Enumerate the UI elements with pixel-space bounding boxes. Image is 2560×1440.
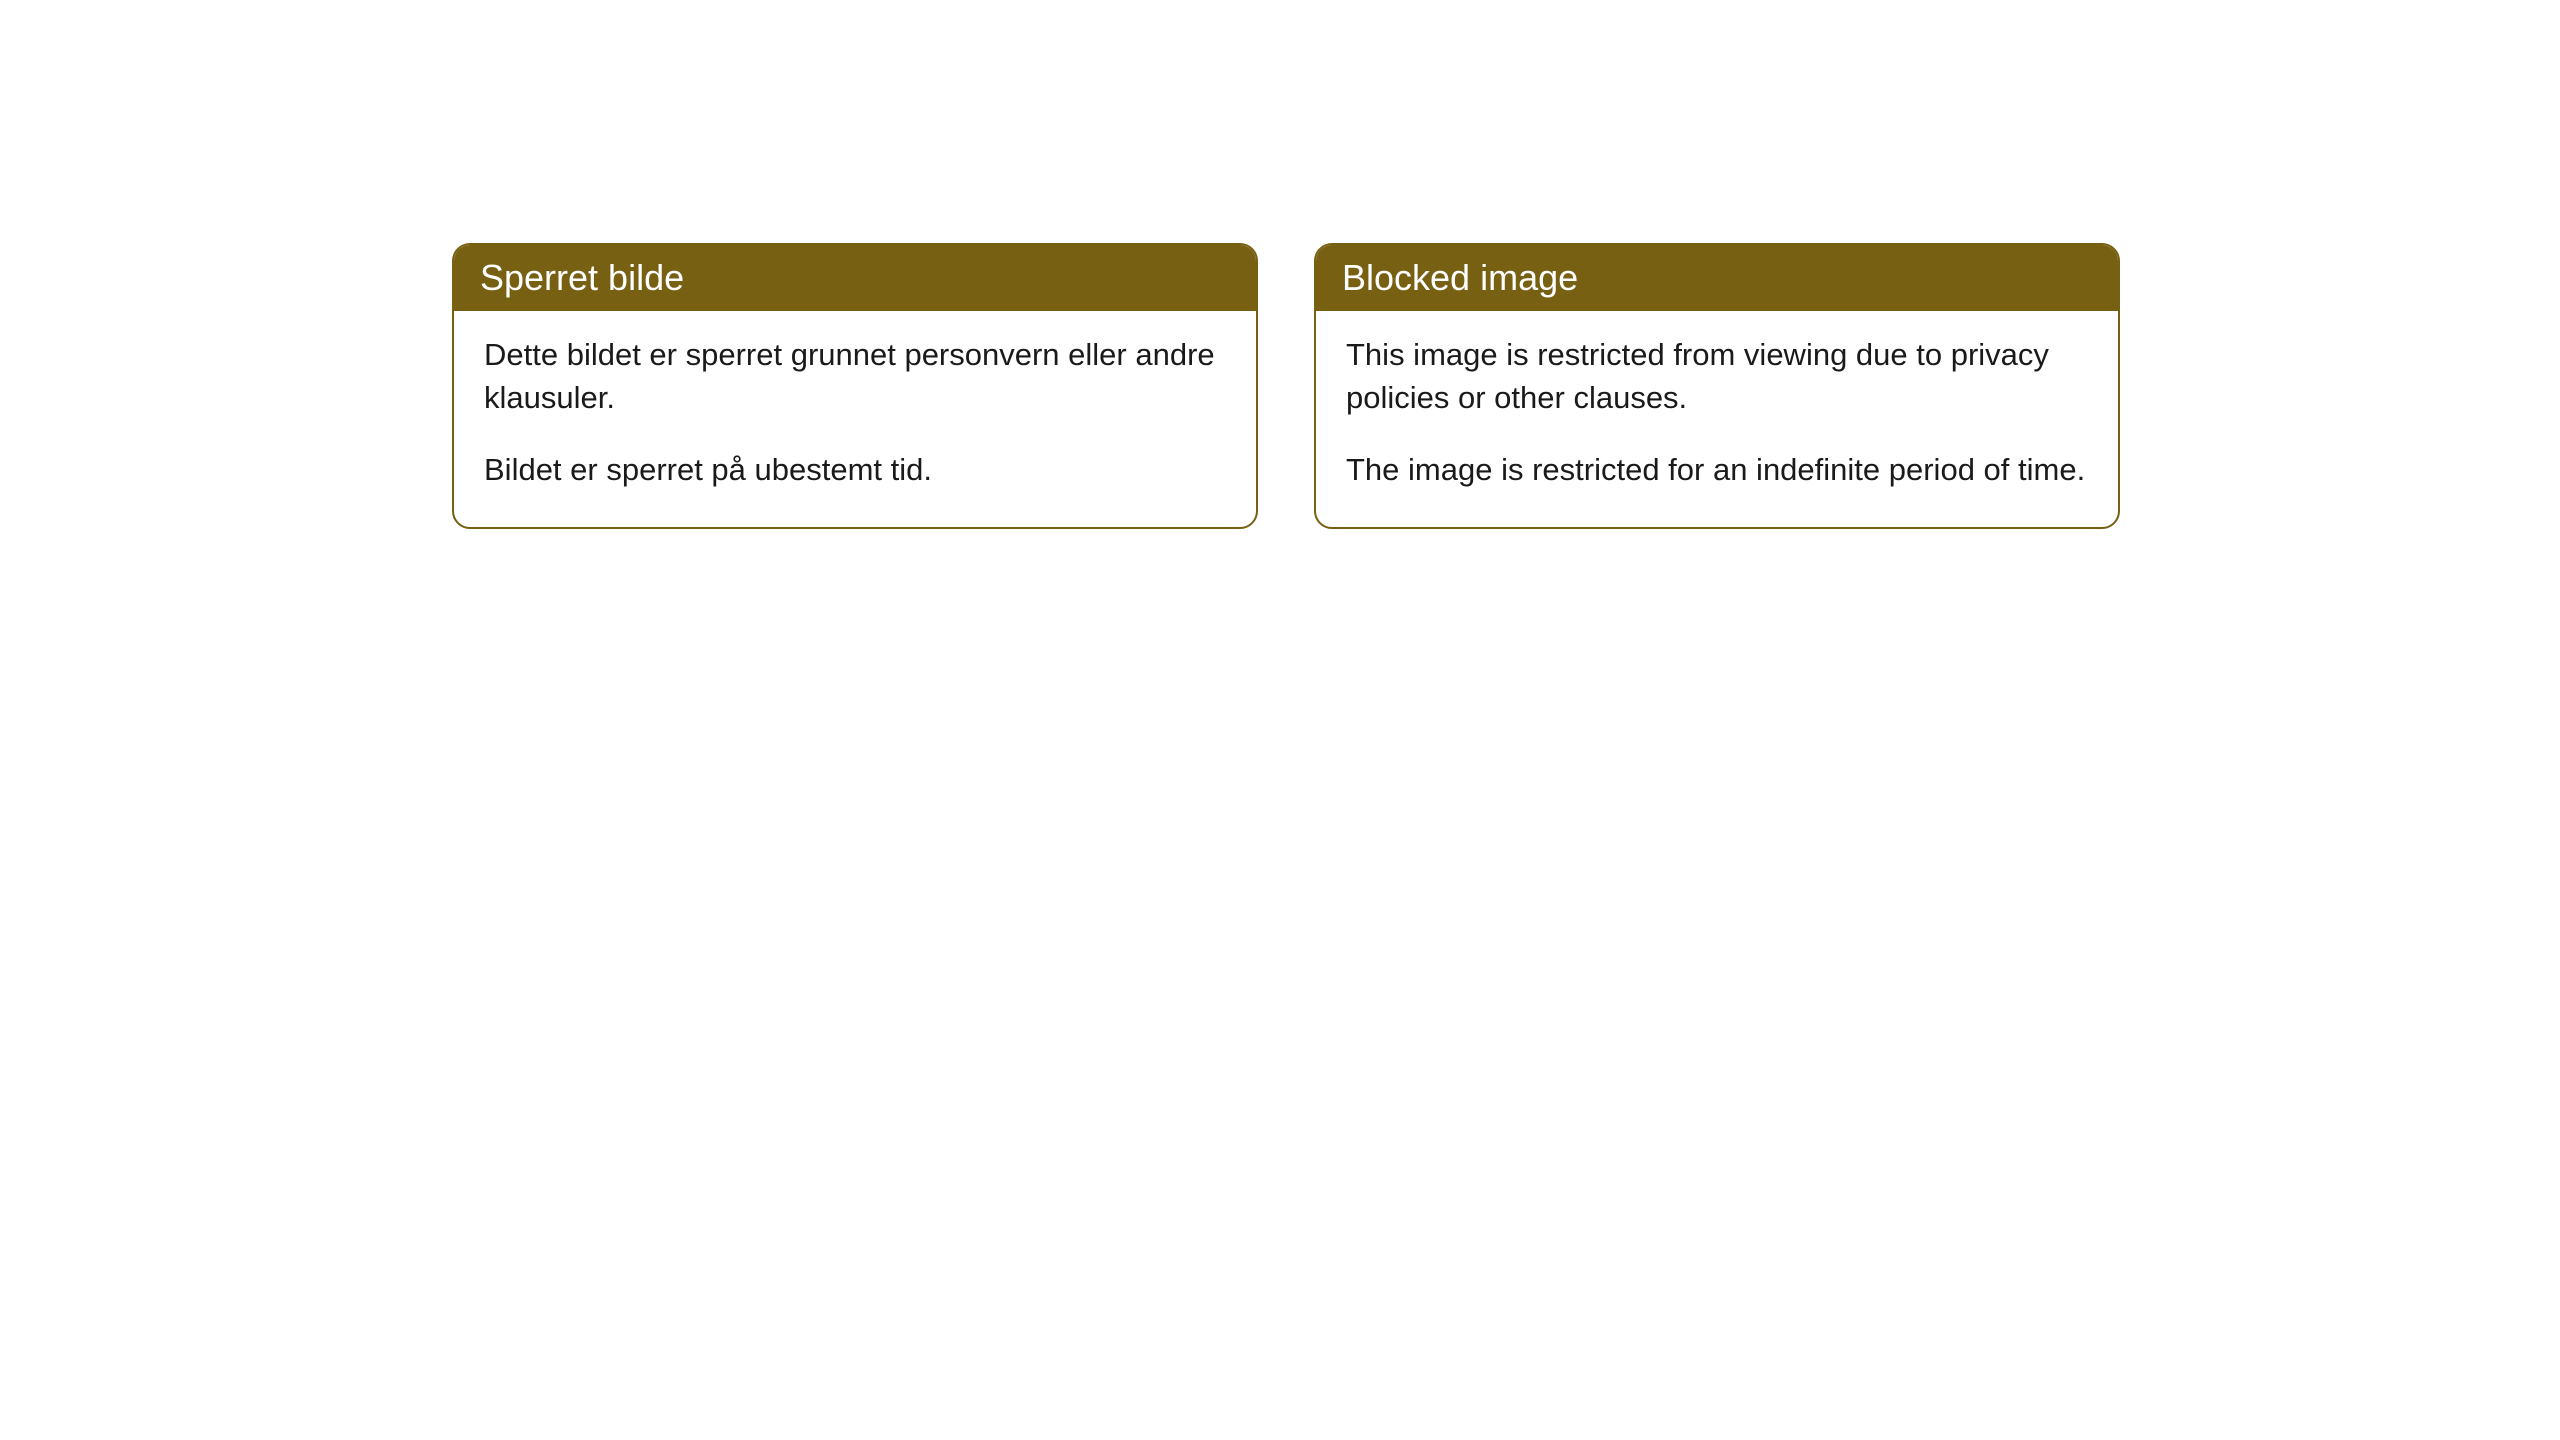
cards-container: Sperret bilde Dette bildet er sperret gr… [452,243,2120,529]
card-body: Dette bildet er sperret grunnet personve… [454,311,1256,527]
card-body: This image is restricted from viewing du… [1316,311,2118,527]
blocked-image-card-norwegian: Sperret bilde Dette bildet er sperret gr… [452,243,1258,529]
card-paragraph: This image is restricted from viewing du… [1346,333,2088,420]
card-header: Blocked image [1316,245,2118,311]
card-paragraph: Bildet er sperret på ubestemt tid. [484,448,1226,491]
blocked-image-card-english: Blocked image This image is restricted f… [1314,243,2120,529]
card-header: Sperret bilde [454,245,1256,311]
card-paragraph: Dette bildet er sperret grunnet personve… [484,333,1226,420]
card-paragraph: The image is restricted for an indefinit… [1346,448,2088,491]
